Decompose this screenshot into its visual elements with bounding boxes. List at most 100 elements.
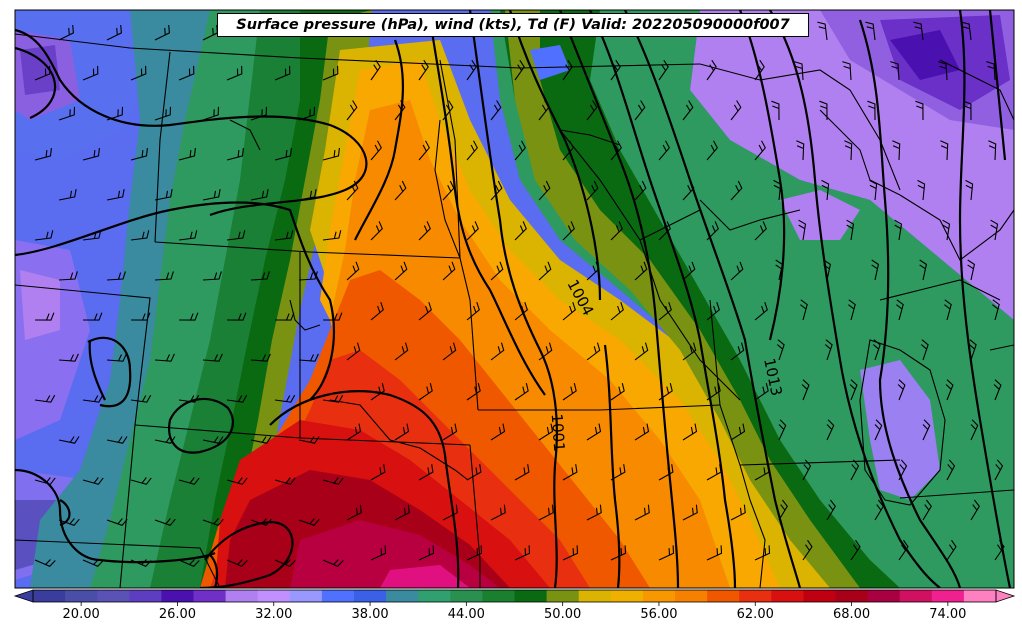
wind-barb (538, 261, 552, 281)
wind-barb (130, 65, 147, 81)
colorbar-tick-label: 50.00 (544, 607, 582, 622)
wind-barb (274, 312, 295, 321)
wind-barb (394, 423, 410, 441)
wind-barb (754, 221, 767, 241)
wind-barb (178, 147, 196, 161)
wind-barb (778, 499, 788, 521)
wind-barb (682, 261, 696, 281)
wind-barb (322, 65, 339, 81)
wind-barb (442, 423, 458, 441)
wind-barb (226, 394, 248, 403)
colorbar-min-extension (13, 589, 34, 603)
wind-barb (514, 545, 531, 561)
wind-barb (586, 180, 599, 201)
wind-barb (730, 180, 743, 201)
wind-barb (634, 180, 647, 201)
wind-barb (178, 65, 195, 81)
wind-barb (940, 140, 949, 161)
wind-barb (418, 59, 429, 81)
wind-barb (418, 221, 431, 241)
wind-barb (967, 259, 976, 281)
wind-barb (994, 459, 1004, 481)
wind-barb (562, 382, 577, 401)
colorbar-swatch (642, 590, 676, 602)
colorbar-swatch (418, 590, 451, 602)
wind-barb (466, 382, 481, 401)
wind-barb (800, 299, 808, 321)
wind-barb (514, 464, 530, 481)
wind-barb (896, 299, 904, 321)
wind-barb (346, 100, 358, 121)
colorbar-swatch (771, 590, 804, 602)
wind-barb (938, 61, 948, 81)
wind-barb (844, 140, 853, 161)
wind-barb (562, 545, 579, 561)
wind-barb (82, 65, 99, 81)
wind-barb (658, 302, 672, 321)
wind-barb (82, 477, 104, 485)
wind-barb (154, 271, 174, 281)
colorbar-swatch (514, 590, 548, 602)
wind-barb (682, 504, 698, 521)
wind-barb (730, 342, 745, 361)
wind-barb (826, 499, 836, 521)
wind-barb (490, 180, 503, 201)
wind-barb (869, 179, 878, 201)
wind-barb (658, 545, 675, 561)
wind-barb (848, 299, 856, 321)
wind-barb (778, 419, 787, 441)
wind-barb (106, 518, 128, 526)
wind-barb (634, 504, 650, 521)
wind-barb (942, 219, 951, 241)
wind-barb (945, 379, 954, 401)
wind-barb (798, 219, 807, 241)
wind-barb (202, 518, 224, 526)
wind-barb (178, 230, 198, 241)
wind-barb (298, 271, 318, 281)
wind-barb (250, 106, 268, 121)
wind-barb (130, 477, 152, 485)
wind-barb (346, 261, 360, 281)
political-borders (15, 33, 1014, 588)
wind-barb (658, 59, 669, 81)
wind-barb (322, 559, 344, 567)
wind-barb (82, 394, 104, 403)
wind-barb (922, 419, 931, 441)
wind-barb (794, 61, 804, 81)
wind-barb (106, 436, 128, 444)
dewpoint-field (15, 10, 1014, 588)
wind-barb (634, 342, 649, 361)
wind-barb (154, 518, 176, 526)
wind-barb (130, 230, 150, 241)
wind-barb (913, 21, 924, 41)
colorbar-tick-label: 20.00 (62, 607, 100, 622)
wind-barb (442, 261, 456, 281)
wind-barb (34, 394, 56, 403)
wind-barb (754, 140, 766, 161)
wind-barb (298, 353, 319, 362)
wind-barb (802, 539, 813, 561)
wind-barb (106, 271, 126, 281)
wind-barb (298, 518, 320, 526)
wind-barb (466, 545, 483, 561)
wind-barb (394, 180, 407, 201)
wind-barb (610, 221, 623, 241)
wind-barb (250, 271, 270, 281)
colorbar-swatch (803, 590, 836, 602)
wind-barb (514, 221, 527, 241)
wind-barb (370, 221, 383, 241)
colorbar-swatch (546, 590, 580, 602)
wind-barb (178, 559, 200, 567)
wind-barb (58, 518, 80, 526)
colorbar-swatch (963, 590, 997, 602)
wind-barb (634, 261, 648, 281)
wind-barb (370, 464, 386, 481)
wind-barb (706, 59, 717, 81)
wind-barb (514, 140, 526, 161)
wind-barb (82, 312, 103, 321)
wind-barb (106, 24, 122, 41)
wind-barb (466, 302, 480, 321)
wind-barb (610, 302, 624, 321)
wind-barb (819, 100, 828, 121)
wind-barb (514, 59, 525, 81)
